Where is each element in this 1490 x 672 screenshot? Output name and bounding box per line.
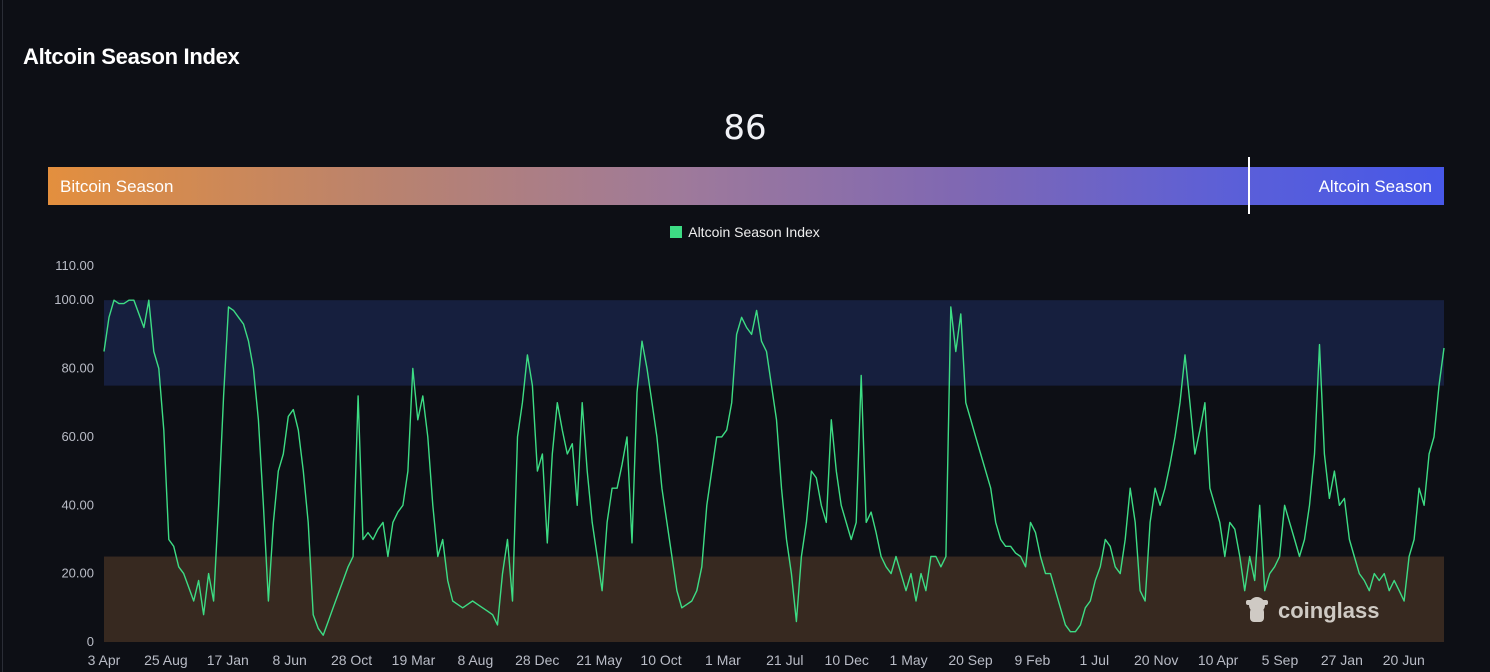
series-line-altcoin-season-index — [103, 299, 1445, 636]
x-tick-label: 19 Mar — [392, 652, 436, 668]
x-tick-label: 21 Jul — [766, 652, 803, 668]
y-tick-label: 20.00 — [61, 566, 94, 581]
x-tick-label: 10 Apr — [1198, 652, 1239, 668]
y-tick-label: 100.00 — [54, 292, 94, 307]
x-tick-label: 27 Jan — [1321, 652, 1363, 668]
x-tick-label: 21 May — [576, 652, 622, 668]
panel-border — [2, 0, 3, 672]
x-tick-label: 1 Mar — [705, 652, 741, 668]
page-title: Altcoin Season Index — [23, 44, 240, 69]
x-tick-label: 20 Nov — [1134, 652, 1178, 668]
x-tick-label: 5 Sep — [1262, 652, 1299, 668]
legend-label: Altcoin Season Index — [688, 224, 820, 240]
x-tick-label: 28 Dec — [515, 652, 559, 668]
x-tick-label: 25 Aug — [144, 652, 188, 668]
watermark-text: coinglass — [1278, 598, 1379, 623]
altcoin-season-band — [104, 300, 1444, 386]
y-tick-label: 40.00 — [61, 497, 94, 512]
legend-swatch — [670, 226, 683, 238]
bitcoin-season-band — [104, 556, 1444, 642]
x-tick-label: 8 Jun — [273, 652, 307, 668]
chart-legend[interactable]: Altcoin Season Index — [0, 224, 1490, 240]
altcoin-season-label: Altcoin Season — [1318, 177, 1432, 196]
current-index-value: 86 — [723, 108, 767, 148]
x-tick-label: 3 Apr — [88, 652, 121, 668]
x-tick-label: 10 Oct — [640, 652, 681, 668]
bitcoin-season-label: Bitcoin Season — [60, 177, 174, 196]
gauge-marker — [1247, 157, 1250, 214]
y-tick-label: 0 — [87, 634, 94, 649]
y-tick-label: 110.00 — [55, 258, 94, 273]
x-tick-label: 1 May — [890, 652, 928, 668]
y-tick-label: 60.00 — [61, 429, 94, 444]
coinglass-logo-icon — [1246, 597, 1268, 622]
coinglass-watermark: coinglass — [1246, 597, 1379, 623]
x-tick-label: 9 Feb — [1015, 652, 1051, 668]
x-tick-label: 17 Jan — [207, 652, 249, 668]
x-tick-label: 20 Sep — [948, 652, 993, 668]
y-tick-label: 80.00 — [61, 361, 94, 376]
x-tick-label: 28 Oct — [331, 652, 372, 668]
x-tick-label: 10 Dec — [825, 652, 869, 668]
x-tick-label: 20 Jun — [1383, 652, 1425, 668]
x-tick-label: 1 Jul — [1080, 652, 1110, 668]
season-gauge: Bitcoin Season Altcoin Season — [48, 167, 1444, 205]
x-tick-label: 8 Aug — [457, 652, 493, 668]
